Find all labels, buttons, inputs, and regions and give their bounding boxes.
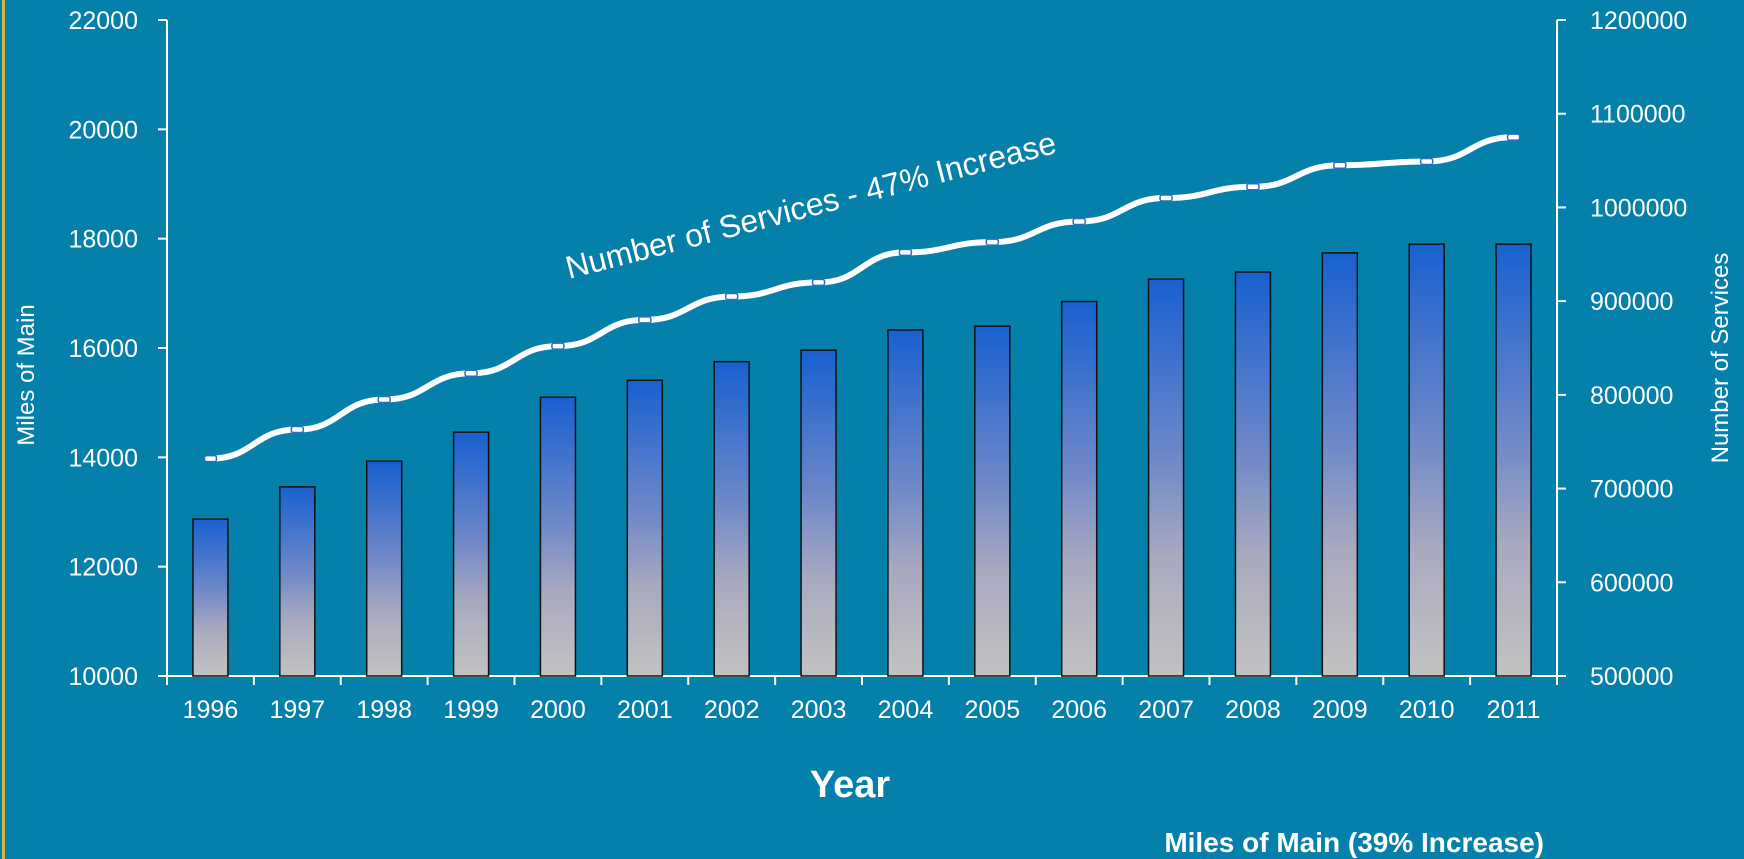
x-tick-label: 2003: [791, 696, 847, 724]
services-point: [985, 238, 1000, 246]
y-tick-label-right: 1000000: [1590, 194, 1687, 222]
services-line: [210, 134, 1514, 462]
main-annotation: Miles of Main (39% Increase): [1164, 827, 1544, 858]
bar-miles-of-main: [1495, 243, 1532, 677]
services-point: [1333, 161, 1347, 170]
x-tick-label: 2010: [1399, 696, 1455, 724]
y-tick-label-left: 20000: [68, 116, 138, 144]
services-point: [898, 248, 913, 257]
services-annotation: Number of Services - 47% Increase: [562, 124, 1060, 285]
gold-accent-line: [2, 0, 5, 859]
services-point: [811, 278, 826, 287]
services-point: [638, 316, 652, 324]
bar-miles-of-main: [452, 431, 490, 677]
y-tick-label-left: 16000: [68, 335, 138, 363]
bar-miles-of-main: [626, 379, 664, 677]
services-point: [1506, 133, 1521, 141]
x-tick-label: 1999: [443, 696, 499, 724]
services-point: [203, 454, 218, 463]
y-tick-label-right: 500000: [1590, 663, 1673, 691]
services-point: [551, 342, 565, 350]
y-tick-label-left: 12000: [68, 554, 138, 582]
x-tick-label: 2000: [530, 696, 586, 724]
x-tick-label: 2002: [704, 696, 760, 724]
x-tick-label: 2008: [1225, 696, 1281, 724]
y-tick-label-left: 10000: [68, 663, 138, 691]
left-border-stripe: [0, 0, 6, 859]
bar-miles-of-main: [887, 329, 924, 677]
services-point: [464, 369, 478, 378]
x-tick-label: 2004: [878, 696, 934, 724]
services-point: [1159, 194, 1173, 202]
y-tick-label-right: 600000: [1590, 569, 1673, 597]
bar-miles-of-main: [279, 486, 316, 677]
x-tick-label: 1996: [183, 696, 239, 724]
services-line-group: [203, 133, 1521, 463]
y-tick-label-left: 14000: [68, 444, 138, 472]
bar-miles-of-main: [1234, 271, 1272, 677]
x-axis-title: Year: [810, 764, 891, 806]
services-point: [377, 395, 391, 404]
y-tick-label-right: 900000: [1590, 288, 1673, 316]
y-axis-title-right: Number of Services: [1707, 253, 1734, 464]
bar-miles-of-main: [713, 360, 750, 677]
y-tick-label-right: 700000: [1590, 476, 1673, 504]
y-tick-label-right: 1200000: [1590, 7, 1687, 35]
bars-group: [192, 243, 1532, 677]
x-tick-label: 2006: [1051, 696, 1107, 724]
bar-miles-of-main: [974, 325, 1011, 677]
y-tick-label-left: 22000: [68, 7, 138, 35]
services-point: [724, 292, 739, 301]
services-point: [1072, 217, 1086, 226]
y-tick-label-right: 1100000: [1590, 101, 1685, 129]
bar-miles-of-main: [365, 460, 403, 677]
x-tick-label: 2011: [1487, 696, 1541, 724]
x-tick-label: 2009: [1312, 696, 1368, 724]
services-point: [1246, 183, 1260, 191]
labels-group: 10000 12000 14000 16000 18000 20000 22000 50000…: [68, 7, 1687, 724]
bar-miles-of-main: [1408, 243, 1445, 677]
bar-miles-of-main: [1147, 278, 1185, 677]
bar-miles-of-main: [800, 349, 837, 677]
x-tick-label: 1997: [270, 696, 326, 724]
services-point: [290, 425, 305, 434]
x-tick-label: 2001: [617, 696, 673, 724]
y-tick-label-right: 800000: [1590, 382, 1673, 410]
bar-miles-of-main: [539, 396, 577, 677]
bar-miles-of-main: [1321, 252, 1359, 677]
x-tick-label: 2005: [965, 696, 1021, 724]
bar-miles-of-main: [1060, 300, 1098, 677]
bar-miles-of-main: [192, 518, 229, 677]
y-tick-label-left: 18000: [68, 226, 138, 254]
x-tick-label: 2007: [1138, 696, 1194, 724]
x-tick-label: 1998: [356, 696, 412, 724]
y-axis-title-left: Miles of Main: [13, 304, 40, 445]
services-point: [1419, 157, 1434, 166]
